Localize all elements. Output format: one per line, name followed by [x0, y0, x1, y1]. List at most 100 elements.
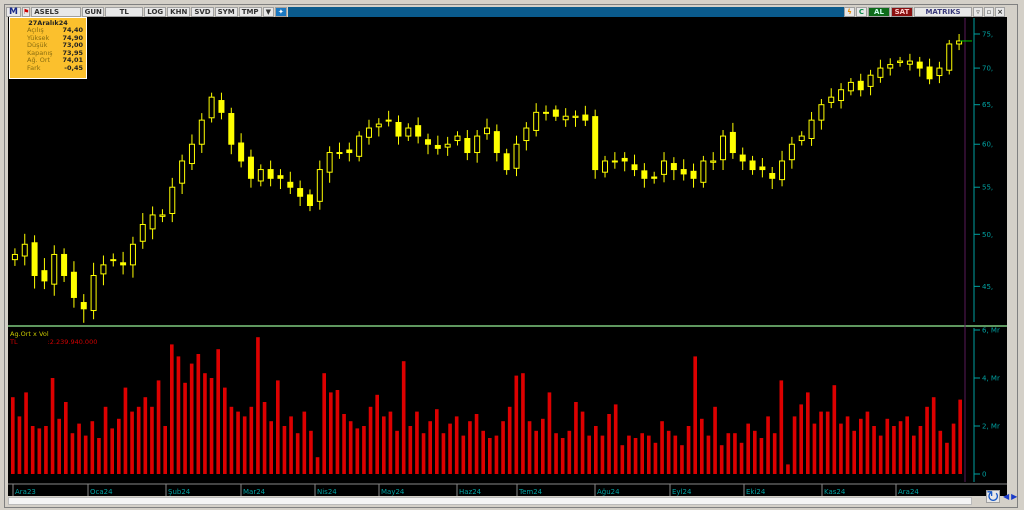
volume-bar — [17, 416, 22, 474]
dropdown-icon[interactable]: ▼ — [262, 6, 274, 17]
x-tick-label: Haz24 — [459, 488, 482, 496]
volume-bar — [368, 406, 373, 474]
price-tick-label: 65, — [982, 101, 993, 109]
candle-body — [41, 270, 48, 282]
volume-bar — [163, 426, 167, 474]
buy-button[interactable]: AL — [868, 6, 890, 17]
volume-panel-value-row: TL:2.239.940.000 — [10, 338, 97, 346]
volume-bar — [958, 399, 962, 474]
price-tick-label: 60, — [982, 141, 993, 149]
candle-body — [916, 61, 923, 69]
info-label: Kapanış — [27, 48, 53, 57]
volume-bar — [607, 414, 611, 474]
sym-button[interactable]: SYM — [214, 6, 238, 17]
candle-body — [257, 169, 264, 182]
svd-button[interactable]: SVD — [191, 6, 214, 17]
candle-body — [543, 111, 550, 114]
matriks-logo-icon[interactable]: M — [6, 6, 21, 17]
volume-bar — [541, 418, 545, 474]
x-tick-label: Nis24 — [317, 488, 337, 496]
volume-bar — [852, 430, 856, 474]
candle-body — [395, 121, 402, 137]
volume-bar — [567, 430, 572, 474]
candle-body — [316, 169, 323, 202]
volume-bar — [421, 433, 426, 474]
volume-bar — [123, 387, 128, 474]
volume-bar — [865, 411, 870, 474]
volume-bar — [872, 426, 876, 474]
khn-button[interactable]: KHN — [167, 6, 191, 17]
volume-bar — [70, 433, 75, 474]
x-tick-label: Eki24 — [746, 488, 766, 496]
symbol-field[interactable]: ASELS — [31, 6, 82, 17]
candle-body — [31, 242, 38, 276]
close-button[interactable]: × — [995, 6, 1005, 17]
volume-bar — [289, 416, 293, 474]
volume-bar — [574, 402, 578, 474]
volume-bar — [613, 404, 618, 474]
info-label: Fark — [27, 63, 41, 72]
volume-panel-title: Ag.Ort x Vol — [10, 330, 49, 338]
log-button[interactable]: LOG — [144, 6, 167, 17]
volume-bar — [951, 423, 956, 474]
candle-body — [739, 154, 746, 162]
volume-bar — [892, 426, 896, 474]
scroll-right-icon[interactable]: ▶ — [1011, 492, 1018, 501]
info-date: 27Aralık24 — [28, 19, 68, 27]
candle-body — [582, 114, 589, 121]
candle-body — [287, 181, 294, 188]
volume-bar — [534, 430, 538, 474]
volume-bar — [269, 421, 273, 474]
x-tick-label: Şub24 — [168, 488, 191, 496]
volume-bar — [97, 438, 101, 474]
volume-bar — [706, 435, 711, 474]
toolbar: M ⚑ ASELS GUN TL LOG KHN SVD SYM TMP ▼ ✦… — [6, 6, 1006, 17]
tmp-button[interactable]: TMP — [238, 6, 262, 17]
candle-body — [906, 60, 913, 65]
scroll-left-icon[interactable]: ◀ — [1003, 492, 1010, 501]
x-tick-label: Ağu24 — [597, 488, 620, 496]
minimize-button[interactable]: ▿ — [973, 6, 983, 17]
candle-body — [11, 253, 18, 261]
info-value: 73,00 — [62, 41, 83, 50]
refresh-icon[interactable]: C — [855, 6, 867, 17]
candle-body — [621, 157, 628, 162]
candle-body — [533, 111, 540, 131]
sync-icon[interactable]: ↻ — [986, 487, 1000, 506]
candle-body — [779, 160, 786, 181]
currency-button[interactable]: TL — [105, 6, 144, 17]
candle-body — [454, 135, 461, 142]
volume-bar — [203, 373, 207, 474]
volume-bar — [189, 363, 194, 474]
candle-body — [847, 81, 854, 92]
candle-body — [405, 127, 412, 137]
candle-body — [897, 60, 904, 63]
info-row: Kapanış 73,95 — [13, 48, 83, 58]
volume-tick-label: 6, Mr — [982, 327, 1000, 335]
volume-bar — [779, 380, 784, 474]
volume-bar — [130, 411, 134, 474]
info-row: Fark -0,45 — [13, 63, 83, 73]
volume-bar — [256, 337, 260, 474]
candle-body — [444, 143, 451, 148]
candle-body — [769, 172, 776, 179]
volume-bar — [680, 445, 684, 474]
volume-bar — [348, 421, 353, 474]
volume-bar — [428, 421, 432, 474]
candle-body — [484, 127, 490, 135]
volume-bar — [633, 438, 638, 474]
volume-bar — [806, 392, 810, 474]
restore-button[interactable]: ▫ — [984, 6, 994, 17]
twitter-icon[interactable]: ✦ — [274, 6, 287, 17]
volume-bar — [832, 385, 837, 474]
period-button[interactable]: GUN — [82, 6, 105, 17]
sell-button[interactable]: SAT — [891, 6, 913, 17]
toolbar-spacer — [287, 6, 845, 17]
lightning-icon[interactable]: ϟ — [844, 6, 855, 17]
volume-bar — [216, 349, 220, 474]
horizontal-scrollbar[interactable] — [8, 497, 972, 505]
candle-body — [267, 169, 274, 179]
volume-bar — [90, 421, 95, 474]
candle-body — [926, 66, 933, 80]
